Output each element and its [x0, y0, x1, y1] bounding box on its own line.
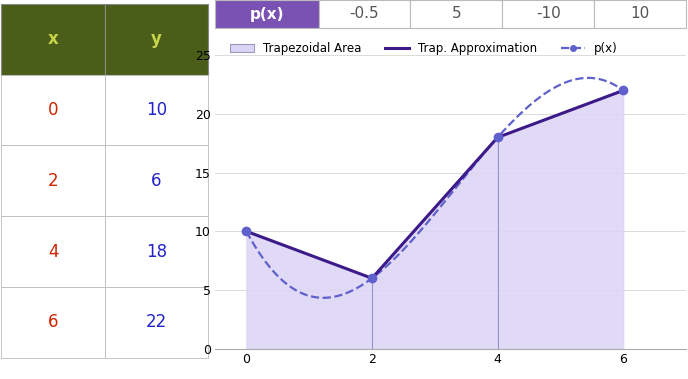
Text: -0.5: -0.5: [350, 6, 379, 22]
Bar: [1, 216, 105, 287]
Bar: [594, 0, 686, 28]
Bar: [1, 75, 105, 146]
Text: 22: 22: [146, 313, 167, 331]
Bar: [215, 0, 319, 28]
Text: -10: -10: [536, 6, 561, 22]
Bar: [105, 75, 208, 146]
Text: 2: 2: [47, 172, 58, 190]
Text: x: x: [47, 30, 58, 48]
Text: 6: 6: [47, 313, 58, 331]
Text: 5: 5: [451, 6, 461, 22]
Text: p(x): p(x): [250, 6, 284, 22]
Text: 6: 6: [151, 172, 162, 190]
Bar: [1, 4, 105, 75]
Bar: [1, 146, 105, 216]
Text: y: y: [151, 30, 162, 48]
Text: 10: 10: [146, 101, 167, 119]
Bar: [105, 216, 208, 287]
Bar: [1, 287, 105, 358]
Text: 4: 4: [47, 243, 58, 261]
Bar: [411, 0, 502, 28]
Bar: [502, 0, 594, 28]
Bar: [105, 4, 208, 75]
Bar: [105, 287, 208, 358]
Bar: [105, 146, 208, 216]
Bar: [319, 0, 411, 28]
Text: 10: 10: [630, 6, 649, 22]
Text: 18: 18: [146, 243, 167, 261]
Text: 0: 0: [47, 101, 58, 119]
Legend: Trapezoidal Area, Trap. Approximation, p(x): Trapezoidal Area, Trap. Approximation, p…: [226, 38, 623, 60]
